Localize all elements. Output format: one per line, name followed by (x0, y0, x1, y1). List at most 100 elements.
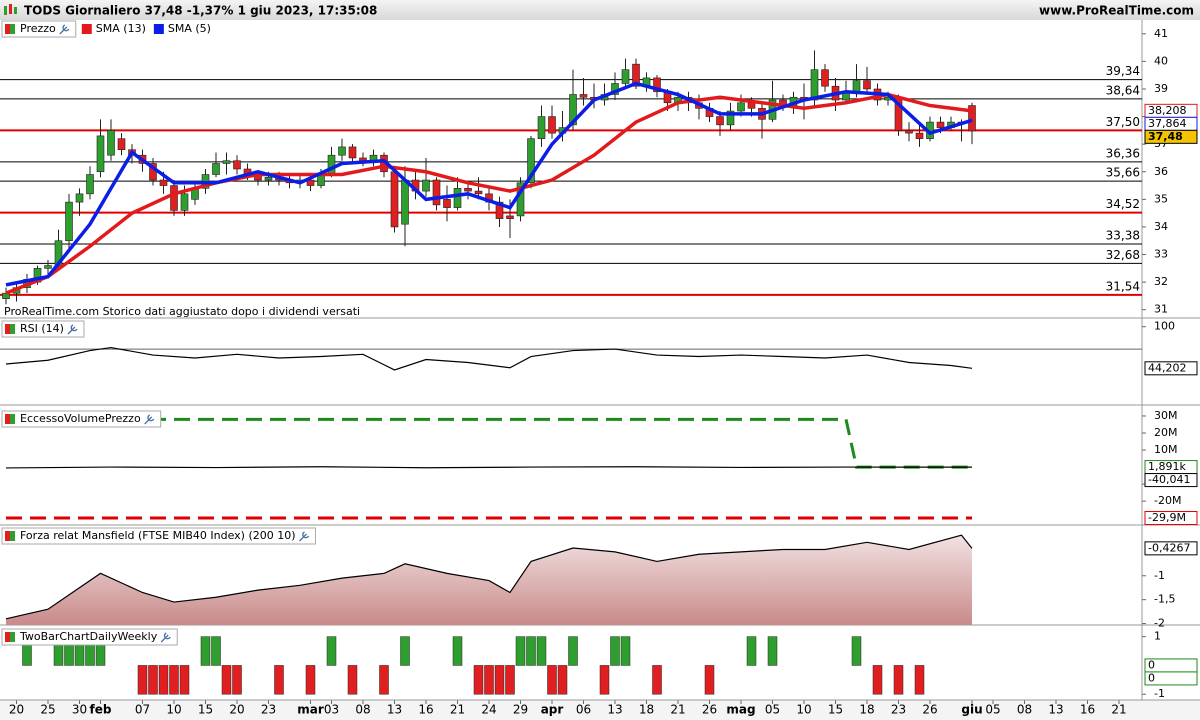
bar (620, 636, 631, 666)
candle-body (537, 116, 546, 139)
x-tick-label: feb (90, 703, 112, 717)
bar (767, 636, 778, 666)
panel-title: EccessoVolumePrezzo (20, 412, 141, 425)
y-tick-label: 41 (1154, 27, 1168, 40)
bar (610, 636, 620, 666)
wrench (59, 24, 70, 35)
series-line (5, 466, 973, 469)
x-tick-label: 10 (166, 703, 181, 717)
x-tick-label: giu (961, 703, 982, 717)
y-tick-label: 1 (1154, 630, 1161, 643)
x-tick-label: 21 (450, 703, 465, 717)
wrench-icon (5, 531, 310, 542)
candle-body (821, 69, 829, 87)
candle-body (453, 188, 462, 208)
x-tick-label: 05 (985, 703, 1000, 717)
bar (169, 665, 179, 695)
x-tick-label: 08 (1017, 703, 1032, 717)
candle-body (327, 154, 336, 175)
candle-body (632, 63, 640, 87)
level-label: 31,54 (1106, 279, 1140, 293)
x-tick-label: 10 (796, 703, 811, 717)
candle-body (621, 69, 630, 84)
series-line (5, 346, 973, 371)
header-title: TODS Giornaliero 37,48 -1,37% 1 giu 2023… (24, 4, 377, 18)
candle-body (569, 94, 577, 126)
series-line (5, 92, 973, 295)
bar (914, 665, 925, 695)
level-label: 38,64 (1106, 83, 1140, 97)
wrench-icon (5, 414, 155, 425)
wrench-icon (5, 324, 78, 335)
bar (158, 665, 169, 695)
last-value-label: 44,202 (1148, 361, 1187, 374)
bar (148, 665, 158, 695)
x-tick-label: 25 (40, 703, 55, 717)
candle-body (936, 121, 945, 128)
bar (179, 665, 190, 695)
panel-title: Prezzo (20, 22, 56, 35)
y-tick-label: 33 (1154, 248, 1168, 261)
panel-title-box (1, 628, 178, 646)
x-tick-label: 26 (702, 703, 717, 717)
last-value-label: 37,864 (1148, 117, 1187, 130)
level-label: 34,52 (1106, 197, 1140, 211)
bar (851, 636, 862, 666)
icon (5, 24, 10, 34)
bar (400, 636, 410, 666)
x-tick-label: 29 (513, 703, 528, 717)
x-tick-label: 20 (229, 703, 244, 717)
bar (452, 636, 463, 666)
last-value-box (1144, 671, 1198, 686)
y-tick-label: -20M (1154, 494, 1181, 507)
x-tick-label: 15 (828, 703, 843, 717)
candle-body (75, 193, 84, 203)
bar (221, 665, 232, 695)
series-line (5, 534, 973, 620)
level-label: 35,66 (1106, 166, 1140, 180)
x-tick-label: 05 (765, 703, 780, 717)
icon (5, 632, 10, 642)
level-label: 32,68 (1106, 248, 1140, 262)
candle-body (915, 132, 924, 139)
last-value-label: -40,041 (1148, 473, 1190, 486)
candle-body (653, 77, 661, 93)
bar (746, 636, 757, 666)
candle-body (495, 201, 504, 219)
y-tick-label: 10M (1154, 443, 1178, 456)
candle-body (810, 69, 819, 101)
bar (599, 665, 610, 695)
x-tick-label: 23 (261, 703, 276, 717)
logo (4, 4, 17, 15)
header-bar (0, 0, 1200, 20)
bar (494, 665, 505, 695)
note: ProRealTime.com Storico dati aggiustato … (4, 305, 360, 318)
candle-body (548, 116, 556, 134)
x-tick-label: 20 (9, 703, 24, 717)
candle-body (65, 201, 73, 242)
candle-body (474, 190, 483, 195)
candle-body (107, 130, 115, 156)
level-label: 39,34 (1106, 64, 1140, 78)
level-label: 33,38 (1106, 229, 1140, 243)
candle-body (737, 102, 745, 112)
y-tick-label: 100 (1154, 320, 1175, 333)
x-tick-label: 18 (859, 703, 874, 717)
candle-body (159, 179, 168, 186)
legend-swatch (81, 24, 92, 34)
last-value-box (1144, 541, 1198, 556)
x-tick-label: 07 (135, 703, 150, 717)
x-tick-label: 16 (418, 703, 433, 717)
panel-title-box (1, 20, 77, 38)
panel-title-box (1, 320, 85, 338)
bar (200, 636, 211, 666)
last-value-label: -0,4267 (1148, 541, 1190, 554)
x-tick-label: 26 (922, 703, 937, 717)
candle-body (180, 193, 189, 211)
bar (704, 665, 715, 695)
x-tick-label: 13 (1048, 703, 1063, 717)
y-tick-label: -1 (1154, 687, 1165, 700)
y-tick-label: 39 (1154, 82, 1168, 95)
candle-body (422, 179, 430, 192)
